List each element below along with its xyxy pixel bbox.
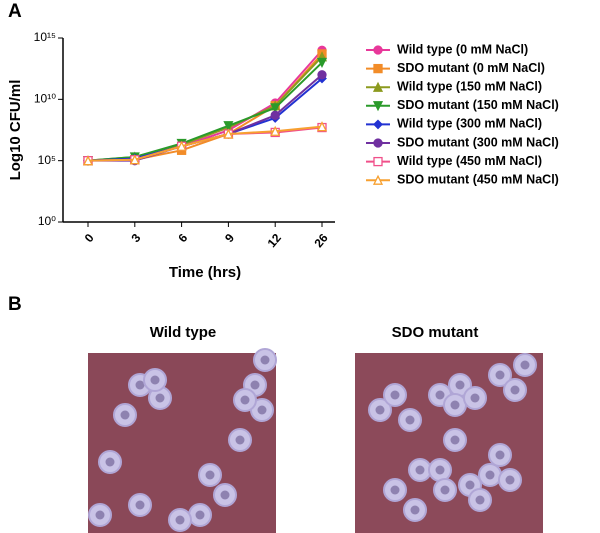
colony-center xyxy=(450,400,460,410)
marker xyxy=(317,70,327,80)
y-tick-label: 10¹⁰ xyxy=(34,92,56,106)
colony-center xyxy=(405,415,415,425)
marker xyxy=(129,154,140,165)
marker xyxy=(316,121,328,132)
colony-center xyxy=(510,385,520,395)
colony-center xyxy=(465,480,475,490)
x-tick-label: 12 xyxy=(265,231,285,250)
colony-center xyxy=(410,505,420,515)
colony-center xyxy=(375,405,385,415)
colony-center xyxy=(470,393,480,403)
y-tick-label: 10¹⁵ xyxy=(34,30,56,44)
marker xyxy=(372,81,384,92)
colony-center xyxy=(175,515,185,525)
legend-label: SDO mutant (0 mM NaCl) xyxy=(397,61,545,75)
colony-center xyxy=(495,450,505,460)
marker xyxy=(372,174,384,185)
colony-center xyxy=(205,470,215,480)
legend-label: Wild type (450 mM NaCl) xyxy=(397,154,542,168)
series xyxy=(82,121,328,166)
marker xyxy=(373,119,383,130)
colony-center xyxy=(250,380,260,390)
legend-label: SDO mutant (150 mM NaCl) xyxy=(397,98,559,112)
colony-center xyxy=(435,390,445,400)
colony-center xyxy=(415,465,425,475)
series-line xyxy=(87,125,323,162)
colony-center xyxy=(260,355,270,365)
series-line xyxy=(88,74,323,162)
colony-center xyxy=(390,485,400,495)
photo-title: Wild type xyxy=(150,324,217,341)
photo-title: SDO mutant xyxy=(392,324,479,341)
marker xyxy=(270,125,281,136)
colony-center xyxy=(257,405,267,415)
x-tick-label: 0 xyxy=(82,231,97,245)
marker xyxy=(373,156,383,167)
colony-center xyxy=(440,485,450,495)
y-tick-label: 10⁰ xyxy=(38,214,56,228)
colonies xyxy=(88,348,537,532)
marker xyxy=(176,140,187,151)
legend-label: Wild type (0 mM NaCl) xyxy=(397,42,528,56)
colony-center xyxy=(195,510,205,520)
series xyxy=(83,49,327,166)
series-line xyxy=(87,126,323,162)
legend-label: Wild type (150 mM NaCl) xyxy=(397,79,542,93)
marker xyxy=(373,138,383,148)
series-line xyxy=(87,61,323,162)
x-tick-label: 26 xyxy=(311,231,331,250)
colony-center xyxy=(485,470,495,480)
colony-center xyxy=(155,393,165,403)
marker xyxy=(373,45,383,55)
colony-center xyxy=(150,375,160,385)
legend-label: Wild type (300 mM NaCl) xyxy=(397,117,542,131)
colony-center xyxy=(95,510,105,520)
x-tick-label: 3 xyxy=(129,231,144,245)
series xyxy=(82,57,328,167)
series xyxy=(83,70,327,166)
colony-center xyxy=(495,370,505,380)
panel-label: B xyxy=(8,294,22,315)
colony-center xyxy=(390,390,400,400)
colony-center xyxy=(475,495,485,505)
colony-center xyxy=(235,435,245,445)
colony-center xyxy=(455,380,465,390)
legend-label: SDO mutant (300 mM NaCl) xyxy=(397,135,559,149)
panel-label: A xyxy=(8,1,22,22)
marker xyxy=(270,110,280,120)
x-tick-label: 6 xyxy=(175,231,190,245)
marker xyxy=(372,101,384,112)
marker xyxy=(316,57,328,68)
marker xyxy=(270,103,281,114)
marker xyxy=(223,121,234,132)
colony-center xyxy=(435,465,445,475)
y-tick-label: 10⁵ xyxy=(38,153,56,167)
marker xyxy=(223,128,234,139)
colony-center xyxy=(505,475,515,485)
legend-label: SDO mutant (450 mM NaCl) xyxy=(397,172,559,186)
colony-center xyxy=(135,380,145,390)
colony-center xyxy=(240,395,250,405)
marker xyxy=(373,63,383,74)
marker xyxy=(82,155,94,166)
colony-center xyxy=(220,490,230,500)
colony-center xyxy=(105,457,115,467)
x-axis-label: Time (hrs) xyxy=(169,264,241,281)
y-axis-label: Log10 CFU/ml xyxy=(7,80,24,181)
x-tick-label: 9 xyxy=(222,231,237,245)
colony-center xyxy=(120,410,130,420)
series xyxy=(82,51,328,166)
colony-center xyxy=(450,435,460,445)
colony-center xyxy=(520,360,530,370)
colony-center xyxy=(135,500,145,510)
